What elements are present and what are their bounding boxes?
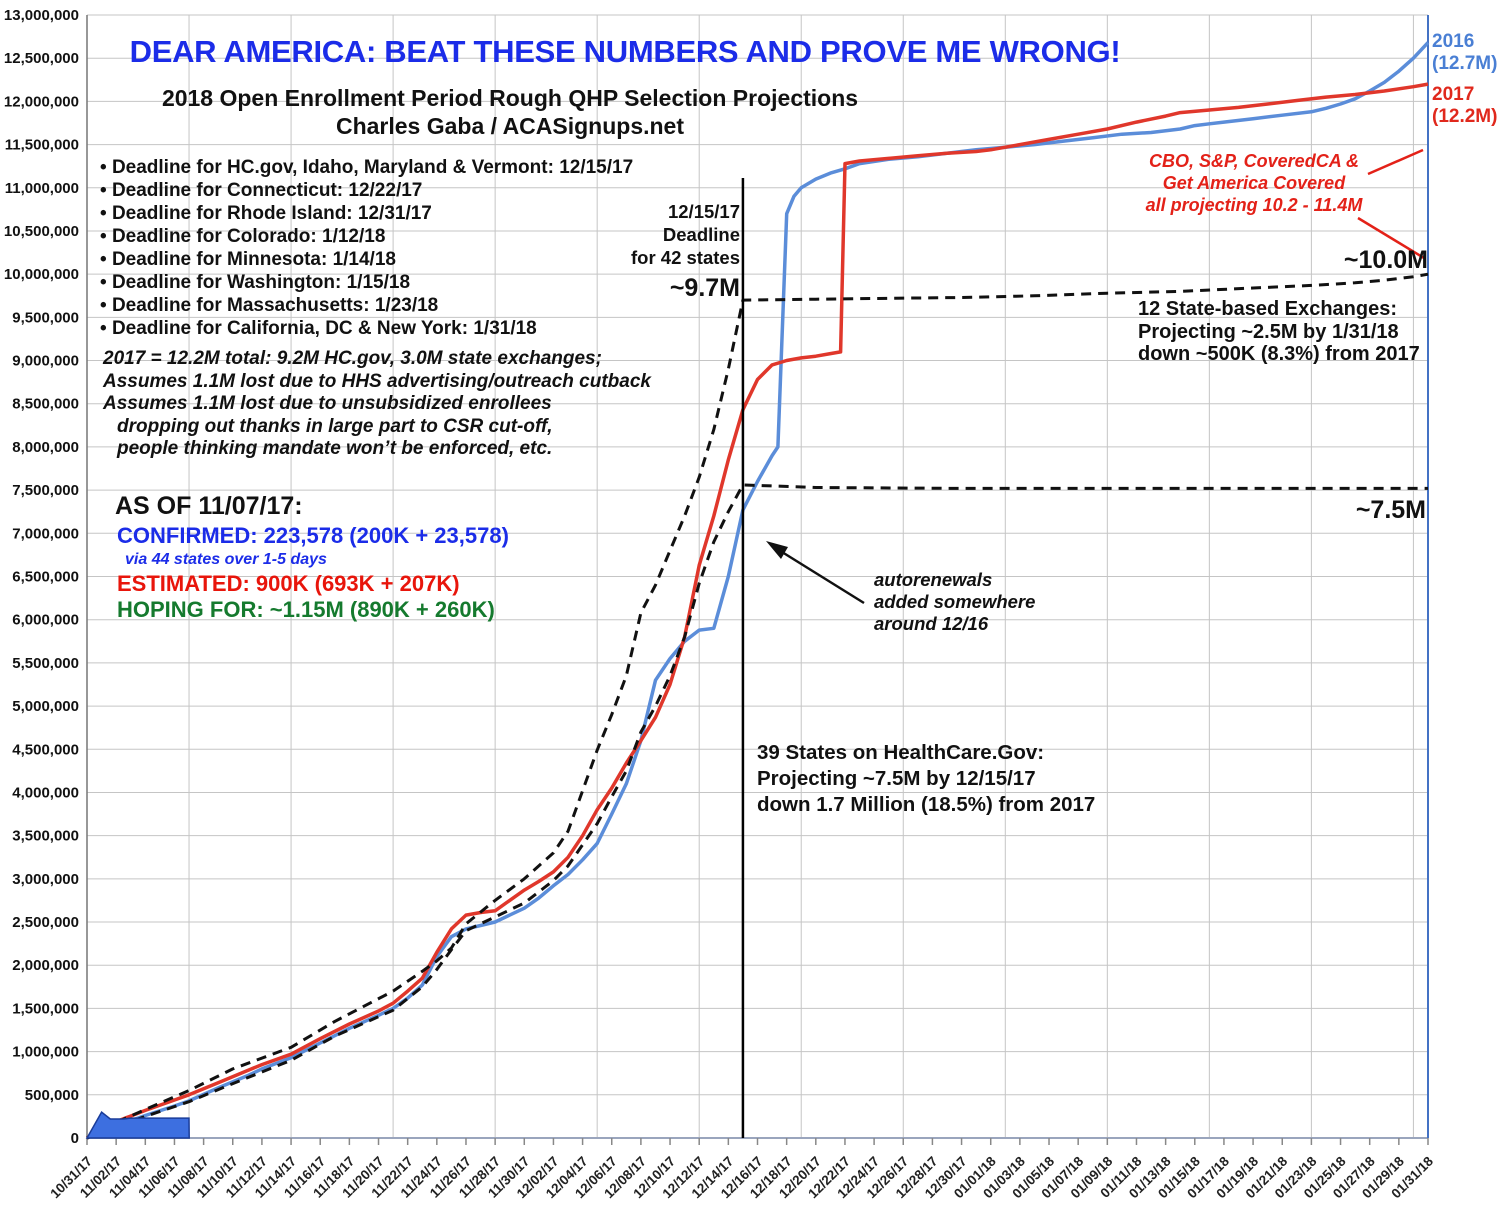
gridlines xyxy=(87,14,1428,1139)
y-axis-label: 3,000,000 xyxy=(12,871,79,888)
hoping-value: HOPING FOR: ~1.15M (890K + 260K) xyxy=(117,597,495,622)
y-axis-label: 8,500,000 xyxy=(12,396,79,413)
assumptions-note: 2017 = 12.2M total: 9.2M HC.gov, 3.0M st… xyxy=(103,348,651,461)
projection-dashed-line xyxy=(86,483,1428,1140)
y-axis-label: 9,000,000 xyxy=(12,353,79,370)
deadline-42-line: for 42 states xyxy=(631,247,740,268)
y-axis-label: 7,000,000 xyxy=(12,525,79,542)
legend-2017-year: 2017 xyxy=(1432,84,1475,105)
healthcare-gov-note: 39 States on HealthCare.Gov: Projecting … xyxy=(757,740,1095,818)
y-axis-label: 500,000 xyxy=(25,1087,79,1104)
confirmed-value: CONFIRMED: 223,578 (200K + 23,578) xyxy=(117,523,509,548)
autorenewals-note: autorenewals added somewhere around 12/1… xyxy=(874,569,1035,635)
deadline-item: Deadline for Washington: 1/15/18 xyxy=(100,271,633,294)
autorenewals-arrow-line xyxy=(781,550,865,605)
y-axis-label: 11,500,000 xyxy=(5,137,79,154)
axes xyxy=(86,15,1429,1145)
y-axis-label: 5,500,000 xyxy=(12,655,79,672)
legend-2016-value: (12.7M) xyxy=(1432,53,1498,74)
assumption-line: people thinking mandate won’t be enforce… xyxy=(117,438,553,459)
hcgov-line: down 1.7 Million (18.5%) from 2017 xyxy=(757,793,1096,816)
label-10-0m: ~10.0M xyxy=(1343,246,1428,274)
chart-author: Charles Gaba / ACASignups.net xyxy=(335,113,685,139)
y-axis-label: 4,000,000 xyxy=(12,784,79,801)
sbe-line: 12 State-based Exchanges: xyxy=(1138,298,1397,320)
cbo-line: Get America Covered xyxy=(1162,173,1346,193)
autorenewals-arrow-head xyxy=(766,541,788,559)
deadline-item: Deadline for Connecticut: 12/22/17 xyxy=(100,179,633,202)
assumption-line: Assumes 1.1M lost due to unsubsidized en… xyxy=(103,393,552,414)
sbe-line: down ~500K (8.3%) from 2017 xyxy=(1138,343,1420,365)
annotation-pointer-lines xyxy=(766,148,1425,605)
label-9-7m: ~9.7M xyxy=(669,274,740,302)
autorenewals-line: added somewhere xyxy=(874,591,1036,612)
cbo-pointer-upper xyxy=(1367,148,1424,176)
y-axis-label: 3,500,000 xyxy=(12,828,79,845)
autorenewals-line: autorenewals xyxy=(874,569,993,590)
y-axis-label: 12,500,000 xyxy=(4,50,79,67)
assumption-line: 2017 = 12.2M total: 9.2M HC.gov, 3.0M st… xyxy=(103,348,602,369)
deadline-item: Deadline for Minnesota: 1/14/18 xyxy=(100,248,633,271)
state-exchanges-note: 12 State-based Exchanges: Projecting ~2.… xyxy=(1138,298,1420,366)
y-axis-label: 7,500,000 xyxy=(12,482,79,499)
deadline-item: Deadline for California, DC & New York: … xyxy=(100,317,633,340)
cbo-projection-note: CBO, S&P, CoveredCA & Get America Covere… xyxy=(1145,150,1363,216)
y-axis-label: 1,000,000 xyxy=(12,1044,79,1061)
y-axis-label: 1,500,000 xyxy=(12,1000,79,1017)
sbe-line: Projecting ~2.5M by 1/31/18 xyxy=(1138,320,1399,343)
as-of-heading: AS OF 11/07/17: xyxy=(115,492,303,520)
data-series xyxy=(85,41,1430,1140)
deadline-bullet-list: Deadline for HC.gov, Idaho, Maryland & V… xyxy=(100,156,633,340)
y-axis-label: 9,500,000 xyxy=(12,309,79,326)
legend-2017: 2017 (12.2M) xyxy=(1432,84,1497,128)
y-axis-label: 0 xyxy=(71,1130,79,1147)
enrollment-line xyxy=(86,41,1430,1140)
deadline-42-states-label: 12/15/17 Deadline for 42 states xyxy=(598,200,740,269)
cbo-pointer-lower xyxy=(1357,216,1425,260)
deadline-item: Deadline for Rhode Island: 12/31/17 xyxy=(100,202,633,225)
projection-dashed-line xyxy=(86,272,1429,1140)
deadline-item: Deadline for Massachusetts: 1/23/18 xyxy=(100,294,633,317)
deadline-item: Deadline for Colorado: 1/12/18 xyxy=(100,225,633,248)
legend-2016-year: 2016 xyxy=(1432,31,1475,52)
cbo-line: all projecting 10.2 - 11.4M xyxy=(1145,195,1363,215)
y-axis-label: 13,000,000 xyxy=(4,7,79,24)
y-axis-label: 12,000,000 xyxy=(4,93,79,110)
y-axis-label: 5,000,000 xyxy=(12,698,79,715)
deadline-item: Deadline for HC.gov, Idaho, Maryland & V… xyxy=(100,156,633,179)
estimated-value: ESTIMATED: 900K (693K + 207K) xyxy=(117,571,460,596)
y-axis-label: 11,000,000 xyxy=(5,180,79,197)
y-axis-label: 8,000,000 xyxy=(12,439,79,456)
y-axis-label: 10,500,000 xyxy=(4,223,79,240)
assumption-line: Assumes 1.1M lost due to HHS advertising… xyxy=(103,370,651,392)
hcgov-line: Projecting ~7.5M by 12/15/17 xyxy=(757,767,1036,790)
cbo-line: CBO, S&P, CoveredCA & xyxy=(1148,151,1360,171)
y-axis-label: 4,500,000 xyxy=(12,741,79,758)
deadline-42-line: Deadline xyxy=(662,224,740,245)
y-axis-label: 2,500,000 xyxy=(12,914,79,931)
y-axis-label: 6,500,000 xyxy=(12,569,79,586)
chart-title: DEAR AMERICA: BEAT THESE NUMBERS AND PRO… xyxy=(129,34,1121,69)
chart-subtitle: 2018 Open Enrollment Period Rough QHP Se… xyxy=(161,85,859,111)
legend-2017-value: (12.2M) xyxy=(1432,106,1498,127)
hcgov-line: 39 States on HealthCare.Gov: xyxy=(757,741,1045,764)
confirmed-area xyxy=(85,1110,190,1139)
legend-2016: 2016 (12.7M) xyxy=(1432,31,1497,75)
confirmed-source: via 44 states over 1-5 days xyxy=(125,551,327,568)
y-axis-label: 6,000,000 xyxy=(12,612,79,629)
assumption-line: dropping out thanks in large part to CSR… xyxy=(117,415,553,437)
deadline-42-line: 12/15/17 xyxy=(667,201,740,222)
label-7-5m: ~7.5M xyxy=(1355,496,1426,524)
y-axis-label: 2,000,000 xyxy=(12,957,79,974)
enrollment-line xyxy=(86,82,1429,1140)
y-axis-label: 10,000,000 xyxy=(4,266,79,283)
autorenewals-line: around 12/16 xyxy=(874,613,989,634)
